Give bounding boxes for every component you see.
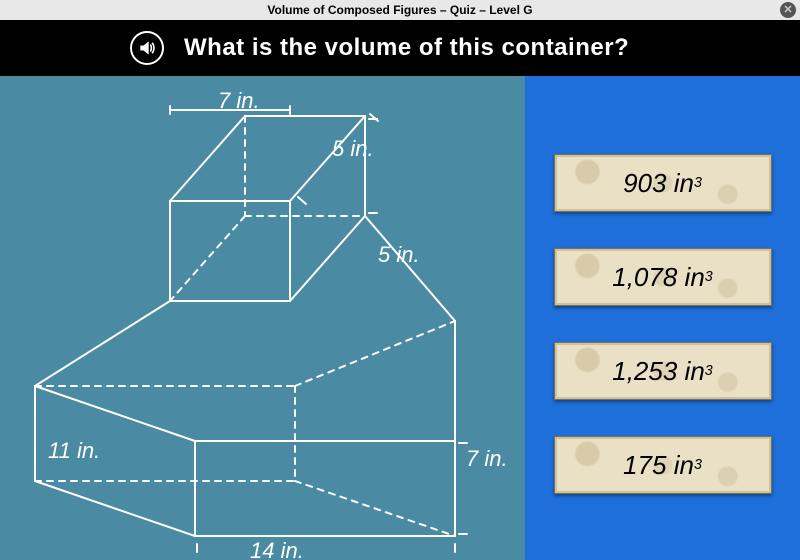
answer-value: 1,078 [612, 262, 677, 293]
answer-option-4[interactable]: 175 in3 [554, 436, 772, 494]
dim-bottom-width: 14 in. [250, 538, 304, 560]
answer-unit: in [685, 262, 705, 293]
answer-option-2[interactable]: 1,078 in3 [554, 248, 772, 306]
answer-option-1[interactable]: 903 in3 [554, 154, 772, 212]
answer-exp: 3 [694, 457, 702, 473]
answer-value: 1,253 [612, 356, 677, 387]
dim-top-height: 5 in. [378, 242, 420, 268]
dim-top-width: 7 in. [218, 88, 260, 114]
content-area: 7 in. 5 in. 5 in. 11 in. 7 in. 14 in. 90… [0, 76, 800, 560]
window-title: Volume of Composed Figures – Quiz – Leve… [267, 3, 532, 17]
question-bar: What is the volume of this container? [0, 20, 800, 76]
figure-svg [0, 76, 525, 560]
window-title-bar: Volume of Composed Figures – Quiz – Leve… [0, 0, 800, 20]
dim-bottom-height: 7 in. [466, 446, 508, 472]
answer-exp: 3 [694, 175, 702, 191]
answers-panel: 903 in3 1,078 in3 1,253 in3 175 in3 [525, 76, 800, 560]
close-icon[interactable]: ✕ [780, 2, 796, 18]
answer-exp: 3 [705, 363, 713, 379]
question-text: What is the volume of this container? [184, 34, 629, 62]
answer-exp: 3 [705, 269, 713, 285]
answer-value: 175 [623, 450, 666, 481]
answer-value: 903 [623, 168, 666, 199]
audio-icon[interactable] [130, 31, 164, 65]
dim-top-depth: 5 in. [332, 136, 374, 162]
figure-panel: 7 in. 5 in. 5 in. 11 in. 7 in. 14 in. [0, 76, 525, 560]
answer-option-3[interactable]: 1,253 in3 [554, 342, 772, 400]
answer-unit: in [674, 450, 694, 481]
answer-unit: in [674, 168, 694, 199]
dim-bottom-depth: 11 in. [48, 438, 100, 464]
answer-unit: in [685, 356, 705, 387]
